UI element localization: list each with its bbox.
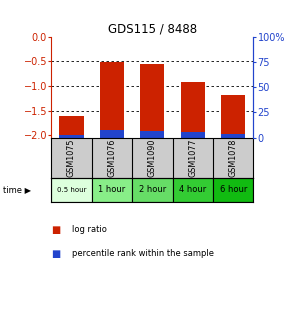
Text: 4 hour: 4 hour	[179, 185, 207, 194]
Text: 1 hour: 1 hour	[98, 185, 126, 194]
Text: ■: ■	[51, 225, 61, 235]
Text: GSM1075: GSM1075	[67, 138, 76, 177]
Text: 6 hour: 6 hour	[219, 185, 247, 194]
Text: time ▶: time ▶	[3, 185, 31, 194]
Text: GSM1076: GSM1076	[108, 138, 116, 177]
Bar	[140, 130, 164, 137]
Bar	[100, 62, 124, 129]
Bar	[173, 178, 213, 202]
Bar	[181, 131, 205, 137]
Bar	[100, 129, 124, 137]
Text: percentile rank within the sample: percentile rank within the sample	[72, 249, 214, 258]
Bar	[59, 117, 84, 134]
Bar	[221, 133, 245, 137]
Bar	[132, 178, 173, 202]
Bar	[59, 134, 84, 137]
Bar	[221, 95, 245, 133]
Bar	[181, 82, 205, 131]
Bar	[51, 178, 92, 202]
Text: log ratio: log ratio	[72, 225, 107, 234]
Text: GSM1077: GSM1077	[188, 138, 197, 177]
Text: GSM1078: GSM1078	[229, 138, 238, 177]
Text: 2 hour: 2 hour	[139, 185, 166, 194]
Text: GSM1090: GSM1090	[148, 138, 157, 177]
Bar	[140, 65, 164, 130]
Bar	[213, 178, 253, 202]
Bar	[92, 178, 132, 202]
Text: 0.5 hour: 0.5 hour	[57, 187, 86, 193]
Title: GDS115 / 8488: GDS115 / 8488	[108, 23, 197, 36]
Text: ■: ■	[51, 249, 61, 259]
